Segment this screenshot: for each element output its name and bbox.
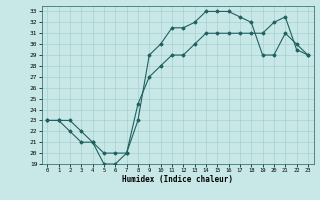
X-axis label: Humidex (Indice chaleur): Humidex (Indice chaleur) [122, 175, 233, 184]
